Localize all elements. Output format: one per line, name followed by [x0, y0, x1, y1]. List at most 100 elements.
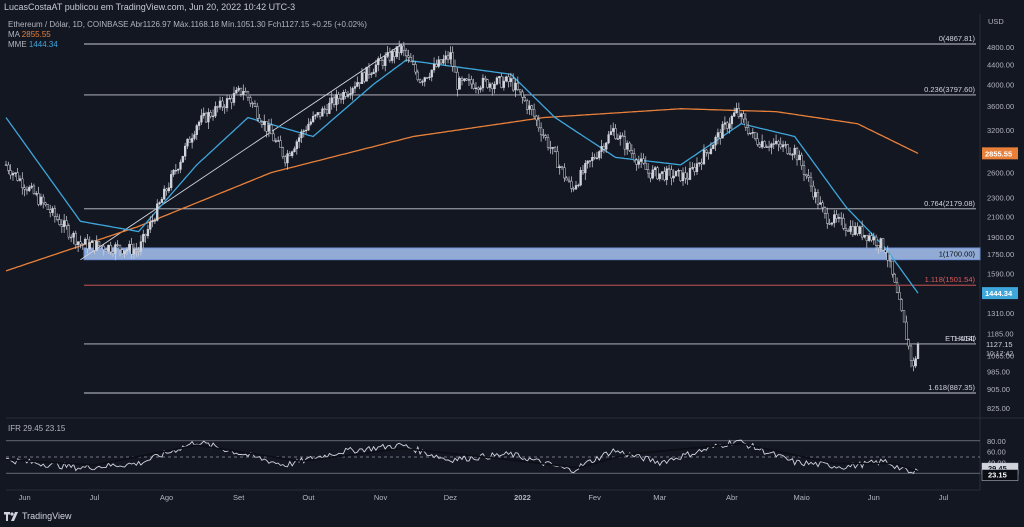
- fib-label: 0.764(2179.08): [924, 199, 975, 208]
- candle-body: [793, 147, 796, 155]
- candle-body: [484, 77, 487, 80]
- candle-body: [626, 142, 629, 150]
- ifr-value-text: 23.15: [988, 470, 1007, 479]
- candle-body: [395, 46, 399, 57]
- candle-body: [102, 245, 105, 250]
- candle-body: [819, 202, 822, 205]
- candle-body: [323, 108, 326, 110]
- candle-body: [456, 71, 459, 90]
- candle-body: [851, 226, 855, 235]
- candle-body: [349, 93, 352, 95]
- candle-body: [642, 158, 645, 164]
- y-tick-label: 4800.00: [987, 43, 1014, 52]
- candle-body: [700, 162, 703, 165]
- candle-body: [679, 170, 682, 182]
- candle-body: [72, 232, 75, 238]
- candle-body: [670, 169, 673, 179]
- candle-body: [428, 76, 431, 79]
- candle-body: [144, 233, 147, 237]
- candle-body: [614, 128, 617, 139]
- candle-body: [211, 115, 215, 117]
- candle-body: [274, 140, 278, 142]
- candle-body: [872, 236, 875, 241]
- candle-body: [465, 78, 468, 81]
- candle-body: [425, 77, 429, 79]
- candle-body: [190, 138, 194, 143]
- candle-body: [788, 153, 792, 155]
- candle-body: [230, 98, 233, 103]
- candle-body: [337, 94, 340, 99]
- candle-body: [602, 145, 606, 150]
- candle-body: [9, 170, 12, 176]
- price-tag: [982, 287, 1018, 300]
- candle-body: [842, 218, 845, 229]
- candle-body: [528, 105, 531, 110]
- candle-body: [800, 154, 803, 166]
- candle-body: [895, 281, 899, 293]
- candle-body: [295, 141, 298, 149]
- candle-body: [856, 226, 859, 234]
- candle-body: [525, 100, 529, 110]
- candle-body: [507, 76, 510, 82]
- candle-body: [4, 164, 8, 166]
- fib-label: 1.414(: [954, 334, 976, 343]
- fib-label: 1(1700.00): [939, 250, 976, 259]
- candle-body: [577, 184, 580, 187]
- candle-body: [139, 241, 143, 252]
- candle-body: [646, 169, 650, 174]
- candle-body: [167, 187, 171, 192]
- candle-body: [239, 87, 243, 95]
- candle-body: [546, 137, 550, 148]
- candle-body: [544, 135, 547, 138]
- candle-body: [300, 131, 303, 138]
- x-tick-label: Fev: [588, 493, 601, 502]
- candle-body: [391, 51, 394, 61]
- candle-body: [83, 238, 87, 245]
- candle-body: [909, 345, 913, 361]
- candle-body: [297, 137, 301, 142]
- candle-body: [32, 185, 36, 195]
- candle-body: [265, 121, 268, 132]
- candle-body: [181, 155, 184, 163]
- candle-body: [188, 138, 191, 143]
- candle-body: [411, 61, 415, 65]
- candle-body: [58, 219, 61, 225]
- candle-body: [914, 358, 917, 367]
- candle-body: [332, 97, 336, 106]
- candle-body: [90, 240, 94, 243]
- candle-body: [88, 242, 91, 249]
- candle-body: [330, 97, 333, 104]
- candle-body: [719, 132, 722, 139]
- candle-body: [207, 112, 210, 123]
- candle-body: [760, 141, 764, 148]
- candle-body: [374, 64, 378, 73]
- candle-body: [767, 146, 771, 148]
- candle-body: [809, 177, 813, 187]
- fib-label: 1.618(887.35): [928, 383, 975, 392]
- candle-body: [735, 108, 738, 114]
- candle-body: [486, 79, 489, 88]
- candle-body: [253, 103, 257, 107]
- candle-body: [379, 58, 382, 61]
- candle-body: [726, 122, 729, 129]
- candle-body: [432, 63, 436, 71]
- candle-body: [351, 88, 354, 94]
- candle-body: [442, 59, 445, 64]
- x-tick-label: Jun: [868, 493, 880, 502]
- candle-body: [304, 129, 308, 132]
- candle-body: [516, 82, 519, 90]
- candle-body: [816, 192, 820, 205]
- ifr-line: IFR 29.45 23.15: [8, 424, 66, 433]
- candle-body: [228, 98, 231, 100]
- candle-body: [263, 121, 266, 126]
- candle-body: [137, 250, 140, 252]
- candle-body: [595, 157, 599, 159]
- candle-body: [242, 91, 245, 95]
- mme-value: 1444.34: [28, 40, 58, 49]
- candle-body: [381, 60, 385, 66]
- candle-body: [495, 77, 499, 85]
- candle-body: [277, 140, 280, 142]
- candle-body: [591, 157, 594, 161]
- candle-body: [446, 55, 450, 60]
